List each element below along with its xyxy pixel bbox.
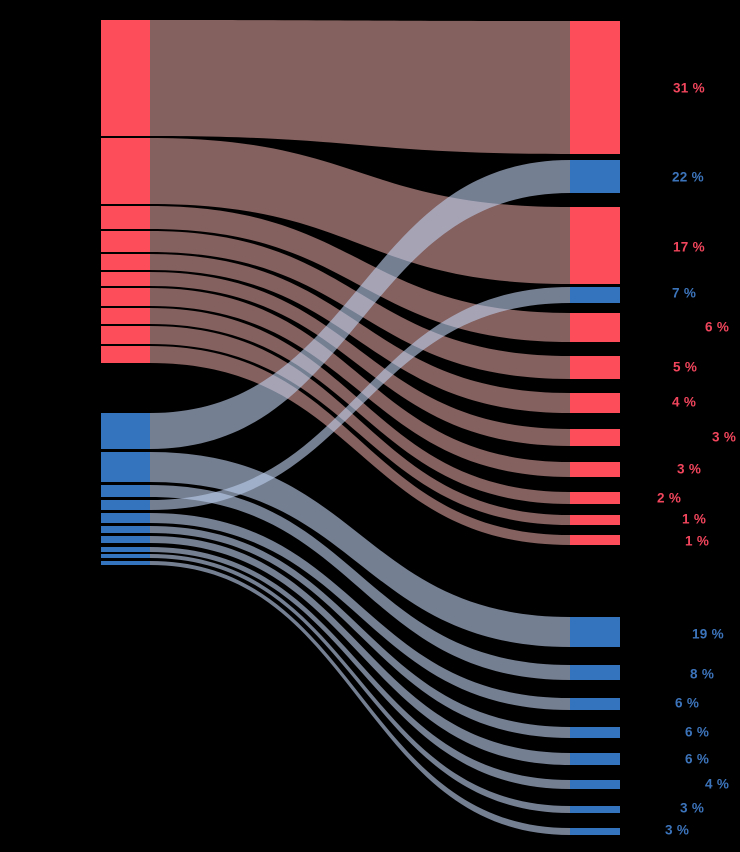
node-percentage-label: 3 %	[680, 801, 704, 816]
node-percentage-label: 5 %	[673, 360, 697, 375]
sankey-link-red-11[interactable]	[150, 346, 570, 545]
sankey-link-red-10[interactable]	[150, 326, 570, 525]
node-percentage-label: 1 %	[682, 512, 706, 527]
sankey-node-source-4[interactable]	[101, 206, 150, 229]
sankey-node-target-3[interactable]	[570, 287, 620, 303]
sankey-node-target-12[interactable]	[570, 617, 620, 647]
sankey-link-red-6[interactable]	[150, 254, 570, 413]
node-percentage-label: 31 %	[673, 81, 705, 96]
node-percentage-label: 6 %	[675, 696, 699, 711]
sankey-node-source-1[interactable]	[101, 413, 150, 449]
sankey-link-blue-16[interactable]	[150, 536, 570, 765]
sankey-node-target-7[interactable]	[570, 429, 620, 446]
node-percentage-label: 6 %	[705, 320, 729, 335]
node-percentage-label: 3 %	[712, 430, 736, 445]
node-percentage-label: 3 %	[677, 462, 701, 477]
sankey-node-target-19[interactable]	[570, 828, 620, 835]
sankey-link-blue-13[interactable]	[150, 485, 570, 680]
sankey-node-target-18[interactable]	[570, 806, 620, 813]
sankey-node-source-12[interactable]	[101, 452, 150, 482]
sankey-link-blue-15[interactable]	[150, 526, 570, 738]
sankey-node-source-17[interactable]	[101, 547, 150, 552]
sankey-node-target-11[interactable]	[570, 535, 620, 545]
sankey-link-red-7[interactable]	[150, 272, 570, 446]
node-percentage-label: 4 %	[705, 777, 729, 792]
sankey-node-target-8[interactable]	[570, 462, 620, 477]
sankey-node-source-10[interactable]	[101, 326, 150, 344]
sankey-node-source-16[interactable]	[101, 536, 150, 543]
sankey-node-source-19[interactable]	[101, 561, 150, 565]
sankey-node-target-1[interactable]	[570, 160, 620, 193]
sankey-node-source-18[interactable]	[101, 554, 150, 558]
sankey-link-blue-14[interactable]	[150, 513, 570, 710]
sankey-link-blue-17[interactable]	[150, 547, 570, 789]
node-percentage-label: 3 %	[665, 823, 689, 838]
sankey-node-source-6[interactable]	[101, 254, 150, 270]
node-percentage-label: 7 %	[672, 286, 696, 301]
sankey-link-red-2[interactable]	[150, 138, 570, 284]
sankey-node-source-15[interactable]	[101, 526, 150, 533]
sankey-node-target-13[interactable]	[570, 665, 620, 680]
sankey-node-source-0[interactable]	[101, 20, 150, 136]
sankey-node-source-8[interactable]	[101, 288, 150, 306]
sankey-node-target-14[interactable]	[570, 698, 620, 710]
sankey-node-source-3[interactable]	[101, 500, 150, 510]
sankey-node-source-13[interactable]	[101, 485, 150, 497]
sankey-node-source-11[interactable]	[101, 346, 150, 363]
sankey-node-target-17[interactable]	[570, 780, 620, 789]
sankey-node-source-14[interactable]	[101, 513, 150, 523]
sankey-node-source-9[interactable]	[101, 308, 150, 324]
sankey-link-red-8[interactable]	[150, 288, 570, 477]
node-percentage-label: 6 %	[685, 725, 709, 740]
node-percentage-label: 17 %	[673, 240, 705, 255]
sankey-link-blue-1[interactable]	[150, 160, 570, 449]
sankey-link-red-0[interactable]	[150, 20, 570, 154]
sankey-node-target-16[interactable]	[570, 753, 620, 765]
sankey-link-blue-19[interactable]	[150, 561, 570, 835]
sankey-link-red-4[interactable]	[150, 206, 570, 342]
sankey-link-blue-18[interactable]	[150, 554, 570, 813]
sankey-node-target-2[interactable]	[570, 207, 620, 284]
sankey-node-target-10[interactable]	[570, 515, 620, 525]
sankey-node-target-15[interactable]	[570, 727, 620, 738]
sankey-node-source-7[interactable]	[101, 272, 150, 286]
sankey-node-target-6[interactable]	[570, 393, 620, 413]
sankey-node-target-5[interactable]	[570, 356, 620, 379]
node-percentage-label: 19 %	[692, 627, 724, 642]
sankey-link-blue-3[interactable]	[150, 287, 570, 510]
sankey-node-source-2[interactable]	[101, 138, 150, 204]
sankey-node-target-4[interactable]	[570, 313, 620, 342]
sankey-node-source-5[interactable]	[101, 231, 150, 252]
node-percentage-label: 2 %	[657, 491, 681, 506]
node-percentage-label: 4 %	[672, 395, 696, 410]
sankey-link-blue-12[interactable]	[150, 452, 570, 647]
sankey-node-target-0[interactable]	[570, 21, 620, 154]
node-percentage-label: 1 %	[685, 534, 709, 549]
node-percentage-label: 6 %	[685, 752, 709, 767]
node-percentage-label: 22 %	[672, 170, 704, 185]
node-percentage-label: 8 %	[690, 667, 714, 682]
sankey-node-target-9[interactable]	[570, 492, 620, 504]
